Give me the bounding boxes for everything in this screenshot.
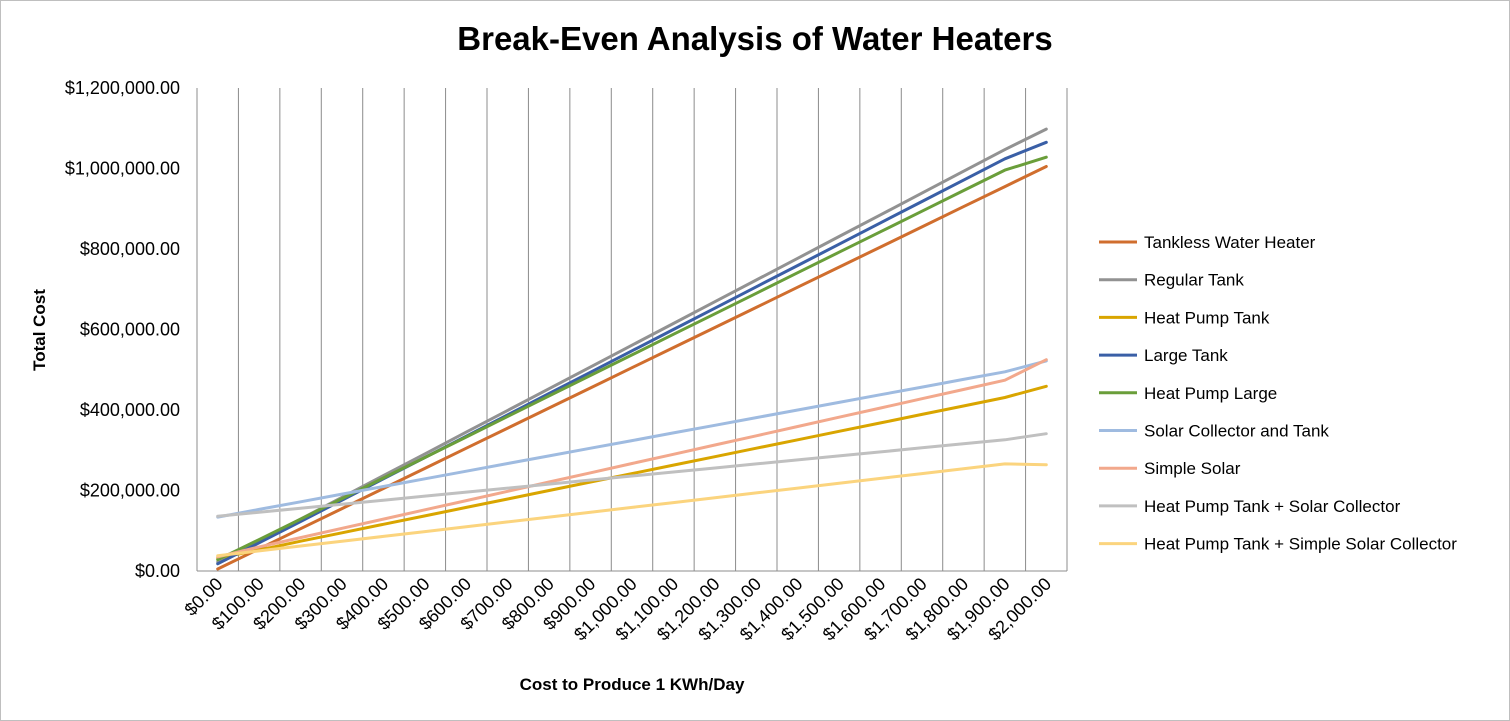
legend-label: Regular Tank — [1144, 271, 1244, 290]
gridlines — [196, 88, 1068, 572]
series-line-3 — [216, 140, 1048, 566]
y-axis-label: Total Cost — [30, 289, 49, 371]
legend-item: Heat Pump Tank — [1099, 308, 1270, 327]
chart-title: Break-Even Analysis of Water Heaters — [457, 20, 1052, 57]
y-tick-label: $1,000,000.00 — [65, 159, 180, 179]
y-tick-label: $400,000.00 — [80, 400, 180, 420]
legend-item: Heat Pump Large — [1099, 384, 1277, 403]
series-line-2 — [216, 384, 1048, 560]
legend-label: Heat Pump Tank — [1144, 308, 1270, 327]
x-axis-ticks: $0.00$100.00$200.00$300.00$400.00$500.00… — [181, 574, 1056, 645]
y-tick-label: $200,000.00 — [80, 481, 180, 501]
x-axis-label: Cost to Produce 1 KWh/Day — [520, 675, 745, 694]
legend-item: Solar Collector and Tank — [1099, 422, 1329, 441]
series-line-8 — [216, 462, 1048, 558]
legend-item: Tankless Water Heater — [1099, 233, 1316, 252]
legend-label: Tankless Water Heater — [1144, 233, 1316, 252]
legend-label: Solar Collector and Tank — [1144, 422, 1329, 441]
legend-label: Large Tank — [1144, 346, 1228, 365]
legend-item: Heat Pump Tank + Simple Solar Collector — [1099, 535, 1457, 554]
series-line-4 — [216, 155, 1048, 562]
legend: Tankless Water Heater Regular Tank Heat Pu… — [1099, 233, 1457, 554]
y-tick-label: $1,200,000.00 — [65, 78, 180, 98]
series-line-6 — [216, 358, 1048, 559]
legend-item: Simple Solar — [1099, 459, 1241, 478]
legend-item: Large Tank — [1099, 346, 1228, 365]
y-tick-label: $800,000.00 — [80, 239, 180, 259]
legend-label: Heat Pump Large — [1144, 384, 1277, 403]
y-tick-label: $600,000.00 — [80, 320, 180, 340]
legend-label: Simple Solar — [1144, 459, 1241, 478]
series-line-7 — [216, 432, 1048, 518]
y-axis-ticks: $0.00 $200,000.00 $400,000.00 $600,000.00 $8… — [65, 78, 180, 581]
legend-label: Heat Pump Tank + Solar Collector — [1144, 497, 1401, 516]
series-layer — [216, 127, 1048, 571]
legend-label: Heat Pump Tank + Simple Solar Collector — [1144, 535, 1457, 554]
legend-item: Regular Tank — [1099, 271, 1244, 290]
series-line-5 — [216, 359, 1048, 519]
y-tick-label: $0.00 — [135, 561, 180, 581]
legend-item: Heat Pump Tank + Solar Collector — [1099, 497, 1401, 516]
